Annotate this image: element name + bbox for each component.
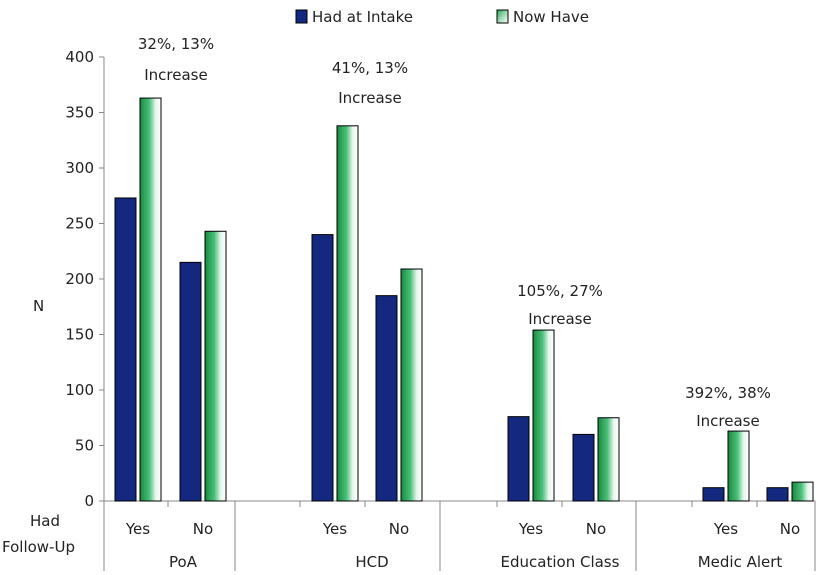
category-label: Yes bbox=[518, 520, 543, 538]
group-label: Medic Alert bbox=[698, 553, 783, 571]
annotation-text: Increase bbox=[696, 412, 759, 430]
legend-swatch-now bbox=[496, 9, 509, 24]
bar-intake bbox=[375, 295, 398, 502]
group-label: HCD bbox=[355, 553, 388, 571]
axes: 0 50 100 150 200 250 300 350 400 bbox=[65, 48, 816, 571]
legend-label-now: Now Have bbox=[513, 8, 589, 26]
y-tick-label: 0 bbox=[84, 492, 94, 510]
bar-now bbox=[336, 125, 359, 502]
y-tick-label: 50 bbox=[75, 437, 94, 455]
annotation-text: 32%, 13% bbox=[138, 35, 214, 53]
annotation-text: 392%, 38% bbox=[685, 384, 771, 402]
annotation-text: 105%, 27% bbox=[517, 282, 603, 300]
category-label: No bbox=[780, 520, 800, 538]
category-label: No bbox=[586, 520, 606, 538]
bars bbox=[114, 97, 814, 502]
y-tick-label: 400 bbox=[65, 48, 94, 66]
bar-intake bbox=[507, 416, 530, 502]
bar-now bbox=[597, 417, 620, 502]
bar-intake bbox=[114, 197, 137, 502]
annotation-text: Increase bbox=[144, 66, 207, 84]
bar-now bbox=[139, 97, 162, 502]
follow-up-label-line2: Follow-Up bbox=[2, 538, 75, 556]
category-label: Yes bbox=[125, 520, 150, 538]
legend: Had at Intake Now Have bbox=[295, 8, 589, 26]
category-label: Yes bbox=[713, 520, 738, 538]
bar-now bbox=[204, 230, 227, 502]
annotation-text: 41%, 13% bbox=[332, 59, 408, 77]
follow-up-label-line1: Had bbox=[30, 512, 60, 530]
annotation-text: Increase bbox=[528, 310, 591, 328]
y-tick-label: 100 bbox=[65, 381, 94, 399]
legend-label-intake: Had at Intake bbox=[312, 8, 413, 26]
legend-swatch-intake bbox=[295, 9, 308, 24]
bar-intake bbox=[702, 487, 725, 502]
y-tick-label: 250 bbox=[65, 215, 94, 233]
annotation-text: Increase bbox=[338, 89, 401, 107]
annotations: 32%, 13% Increase 41%, 13% Increase 105%, 27… bbox=[138, 35, 771, 430]
bar-intake bbox=[766, 487, 789, 502]
bar-now bbox=[791, 481, 814, 502]
y-tick-label: 150 bbox=[65, 326, 94, 344]
category-label: No bbox=[389, 520, 409, 538]
y-tick-label: 300 bbox=[65, 159, 94, 177]
category-label: Yes bbox=[322, 520, 347, 538]
bar-intake bbox=[311, 234, 334, 502]
bar-now bbox=[727, 430, 750, 502]
group-label: PoA bbox=[169, 553, 198, 571]
bar-now bbox=[532, 329, 555, 502]
y-tick-label: 350 bbox=[65, 104, 94, 122]
bar-intake bbox=[572, 433, 595, 502]
category-label: No bbox=[193, 520, 213, 538]
y-axis-label: N bbox=[33, 297, 44, 315]
group-label: Education Class bbox=[501, 553, 620, 571]
bar-now bbox=[400, 268, 423, 502]
y-tick-label: 200 bbox=[65, 270, 94, 288]
bar-intake bbox=[179, 261, 202, 502]
